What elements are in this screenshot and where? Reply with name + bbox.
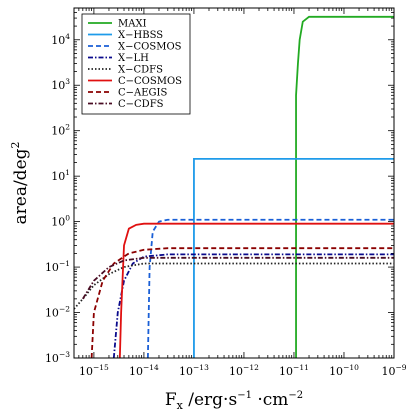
x-tick-label: 10−15 bbox=[79, 363, 109, 378]
series-line-x-cosmos bbox=[146, 218, 394, 358]
x-tick-label: 10−10 bbox=[329, 363, 359, 378]
x-tick-label: 10−13 bbox=[179, 363, 209, 378]
series-line-c-cdfs bbox=[82, 256, 394, 300]
x-tick-label: 10−11 bbox=[279, 363, 309, 378]
legend-box bbox=[81, 13, 191, 115]
legend-label: C−AEGIS bbox=[118, 88, 167, 99]
series-line-c-cosmos bbox=[118, 222, 394, 358]
legend: MAXIX−HBSSX−COSMOSX−LHX−CDFSC−COSMOSC−AE… bbox=[81, 13, 191, 115]
legend-label: X−CDFS bbox=[118, 65, 163, 76]
y-tick-label: 10−2 bbox=[45, 305, 70, 320]
plot-frame bbox=[73, 7, 395, 359]
y-tick-label: 100 bbox=[51, 214, 70, 229]
legend-label: X−COSMOS bbox=[118, 42, 182, 53]
legend-label: C−CDFS bbox=[118, 99, 164, 110]
series-line-maxi bbox=[295, 15, 394, 358]
legend-label: C−COSMOS bbox=[118, 76, 182, 87]
x-axis-title: Fx /erg·s−1 ·cm−2 bbox=[165, 390, 303, 412]
y-tick-label: 10−3 bbox=[45, 350, 70, 365]
y-tick-labels: 10−3 10−2 10−1 100 101 102 103 104 bbox=[45, 32, 70, 365]
y-tick-label: 101 bbox=[51, 168, 70, 183]
x-tick-label: 10−14 bbox=[129, 363, 159, 378]
y-tick-label: 10−1 bbox=[45, 259, 70, 274]
series-group bbox=[74, 15, 394, 358]
x-tick-label: 10−9 bbox=[381, 363, 406, 378]
y-tick-label: 102 bbox=[51, 123, 70, 138]
y-tick-label: 103 bbox=[51, 77, 70, 92]
series-line-x-hbss bbox=[193, 157, 394, 358]
series-line-x-lh bbox=[112, 253, 394, 358]
legend-label: X−HBSS bbox=[118, 30, 163, 41]
series-line-x-cdfs bbox=[74, 262, 394, 310]
legend-label: X−LH bbox=[118, 53, 149, 64]
x-tick-label: 10−12 bbox=[229, 363, 259, 378]
series-line-c-aegis bbox=[90, 247, 394, 358]
x-tick-labels: 10−15 10−14 10−13 10−12 10−11 10−10 10−9 bbox=[79, 363, 407, 378]
y-axis-title: area/deg2 bbox=[9, 141, 31, 224]
y-tick-label: 104 bbox=[51, 32, 70, 47]
legend-label: MAXI bbox=[118, 19, 147, 30]
